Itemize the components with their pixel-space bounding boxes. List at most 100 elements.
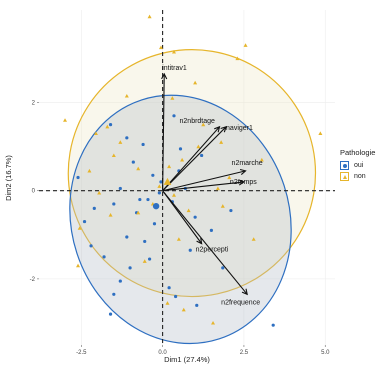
point-non [170, 96, 175, 100]
point-oui [229, 208, 233, 213]
point-oui [209, 228, 213, 232]
arrow-naviger1 [162, 126, 227, 192]
point-oui [178, 147, 183, 151]
point-non [227, 175, 232, 180]
variable-label-naviger1: naviger1 [226, 125, 253, 132]
point-oui [174, 294, 178, 299]
point-non [124, 93, 129, 98]
point-non [243, 43, 248, 47]
arrowhead-n2temps [238, 179, 246, 186]
point-oui [108, 312, 113, 316]
point-oui [118, 279, 122, 283]
point-non [235, 56, 240, 61]
point-oui [221, 266, 225, 270]
point-non [118, 140, 123, 144]
variable-label-n2frequence: n2frequence [221, 299, 260, 306]
ellipse-oui [69, 94, 292, 345]
point-non [105, 124, 110, 129]
variable-label-n2temps: n2temps [230, 179, 257, 186]
point-oui [138, 197, 142, 202]
point-oui [188, 248, 192, 252]
legend-label-oui: oui [354, 162, 364, 169]
reference-lines [39, 10, 335, 345]
legend-title: Pathologie [340, 148, 376, 157]
point-non [186, 208, 191, 213]
point-non [318, 131, 323, 136]
point-oui [118, 186, 122, 191]
individual-points [63, 14, 323, 327]
arrow-intitrav1 [162, 73, 165, 191]
legend: Pathologie oui non [340, 148, 375, 182]
legend-item-non: non [340, 171, 375, 182]
arrowhead-n2percepti [196, 237, 203, 245]
legend-key-non [340, 172, 349, 181]
point-non [136, 210, 141, 215]
arrowhead-n2nbrdtage [214, 125, 221, 133]
plot-panel [39, 10, 335, 345]
x-axis-title: Dim1 (27.4%) [164, 355, 210, 364]
x-tick-label: 0.0 [158, 350, 167, 356]
confidence-ellipses [67, 49, 317, 345]
point-non [63, 118, 68, 122]
point-oui [128, 266, 132, 270]
point-oui [102, 255, 106, 259]
point-oui [112, 202, 116, 206]
point-non [158, 45, 163, 50]
point-oui [112, 292, 116, 296]
point-oui [195, 303, 199, 307]
ellipse-non [67, 49, 317, 298]
point-oui [193, 215, 197, 219]
point-non [147, 14, 152, 19]
x-tick-label: 5.0 [321, 350, 330, 356]
point-oui [131, 160, 135, 164]
point-oui [157, 191, 161, 195]
point-non [201, 122, 206, 127]
point-oui [147, 257, 152, 261]
arrowhead-intitrav1 [161, 72, 168, 80]
point-oui [89, 244, 93, 248]
variable-label-intitrav1: intitrav1 [162, 65, 187, 72]
point-oui [151, 173, 155, 177]
group-means [152, 177, 172, 210]
point-oui [108, 123, 113, 127]
point-non [196, 144, 201, 149]
mean-non [163, 177, 172, 185]
point-non [87, 168, 92, 173]
point-non [142, 259, 147, 263]
point-non [176, 237, 181, 241]
variable-label-n2marche: n2marche [232, 160, 263, 167]
point-non [181, 307, 186, 312]
point-non [220, 204, 225, 208]
arrow-n2marche [162, 170, 246, 192]
point-non [180, 157, 185, 162]
point-non [136, 166, 141, 171]
legend-key-oui [340, 161, 349, 170]
arrowhead-n2marche [239, 168, 247, 175]
point-oui [146, 197, 150, 202]
mean-oui [152, 202, 160, 210]
point-oui [172, 114, 176, 118]
y-tick-label: 0 [32, 189, 36, 195]
y-tick-label: 2 [32, 101, 36, 107]
point-oui [125, 235, 129, 239]
point-non [111, 153, 116, 158]
point-non [108, 212, 113, 217]
point-oui [82, 219, 87, 224]
arrow-n2temps [162, 181, 244, 192]
point-non [219, 140, 224, 144]
arrowhead-n2frequence [241, 288, 248, 296]
x-axis-ticks: -2.5 0.0 2.5 5.0 [76, 345, 330, 356]
arrowhead-naviger1 [220, 125, 227, 133]
point-non [165, 301, 170, 305]
point-non [167, 164, 172, 169]
point-non [193, 80, 198, 85]
point-oui [200, 153, 204, 158]
variable-label-n2nbrdtage: n2nbrdtage [180, 118, 216, 125]
point-non [171, 193, 176, 197]
point-oui [152, 222, 157, 226]
y-axis-title: Dim2 (16.7%) [4, 155, 13, 201]
point-oui [167, 286, 171, 290]
point-non [93, 131, 98, 136]
variable-arrows: intitrav1 n2nbrdtage naviger1 n2marche n2tem… [161, 65, 263, 306]
